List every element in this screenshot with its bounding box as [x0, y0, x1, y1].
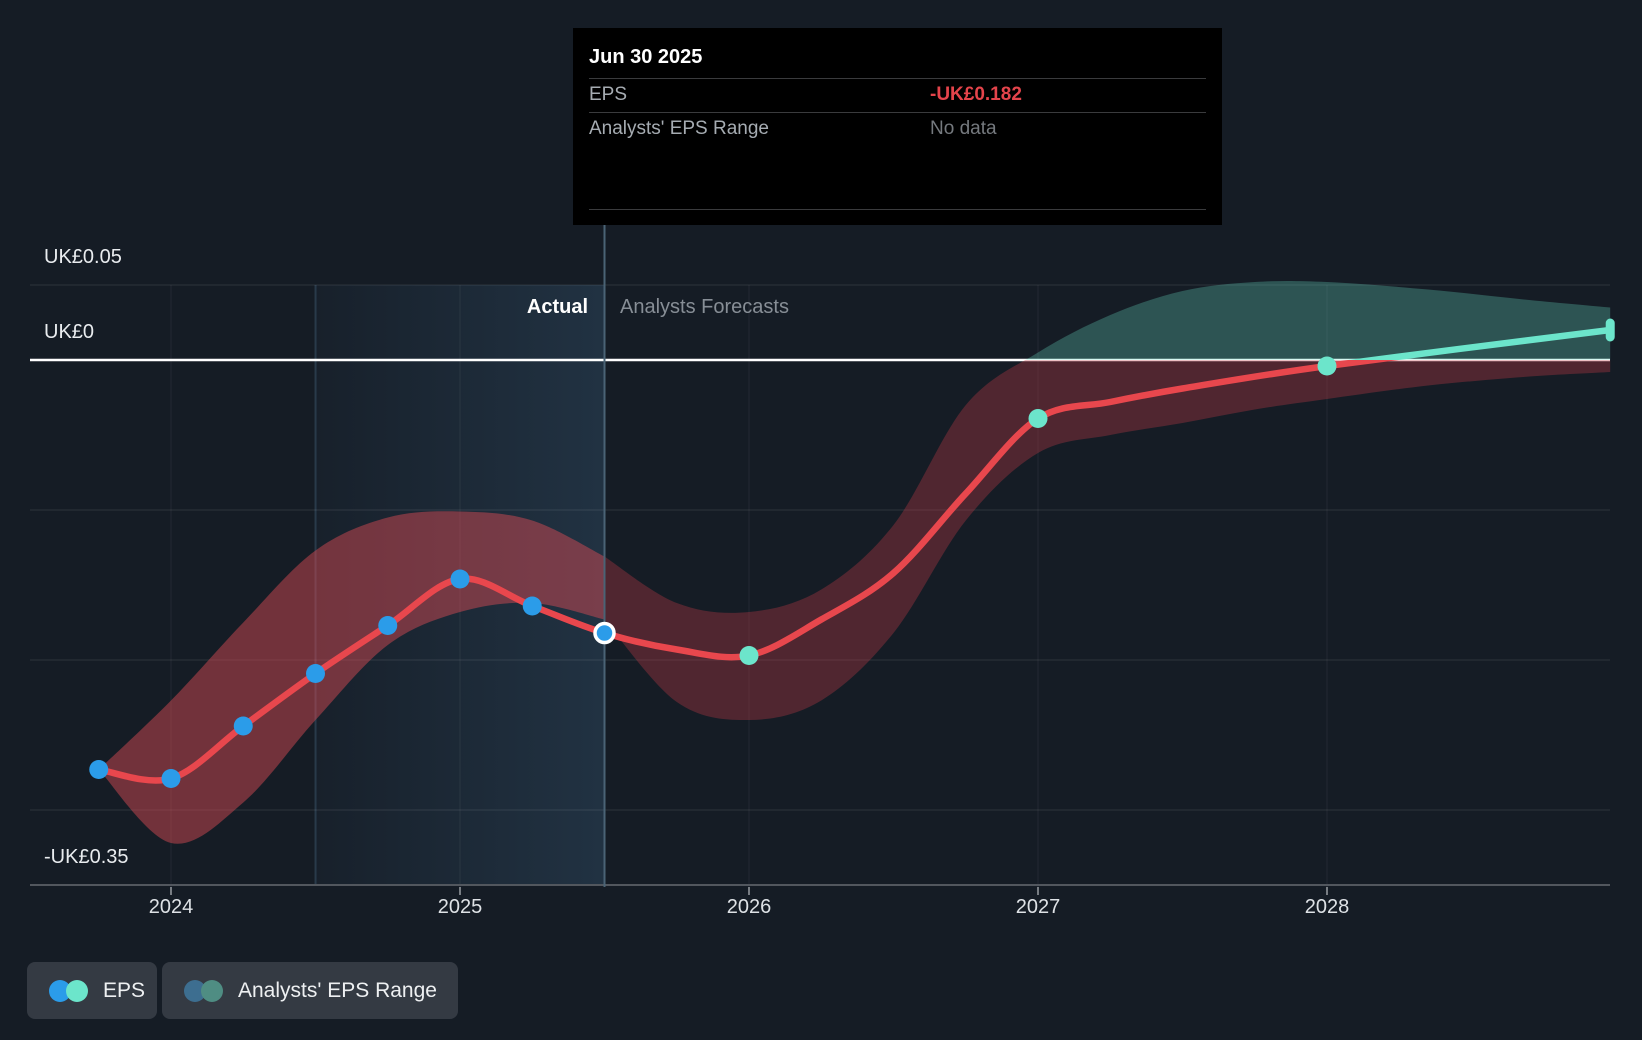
legend-label-analysts-eps-range: Analysts' EPS Range: [238, 978, 437, 1002]
eps-actual-point[interactable]: [89, 760, 109, 779]
chart-tooltip: Jun 30 2025 EPS -UK£0.182 Analysts' EPS …: [573, 28, 1222, 225]
y-axis-label: -UK£0.35: [44, 846, 129, 868]
tooltip-range-value: No data: [930, 118, 997, 139]
eps-forecast-point[interactable]: [1028, 409, 1048, 428]
eps-forecast-point[interactable]: [1317, 356, 1337, 376]
analysts-range-band-negative: [604, 360, 1611, 721]
forecast-region-label: Analysts Forecasts: [620, 296, 789, 318]
eps-forecast-point[interactable]: [739, 646, 759, 665]
eps-actual-point[interactable]: [450, 569, 470, 589]
legend-item-eps[interactable]: EPS: [27, 962, 157, 1019]
y-axis-label: UK£0.05: [44, 246, 122, 268]
actual-eps-band: [98, 511, 605, 844]
x-axis-label: 2026: [726, 896, 772, 918]
tooltip-separator: [589, 78, 1206, 79]
eps-forecast-end-marker[interactable]: [1605, 318, 1615, 342]
tooltip-eps-label: EPS: [589, 84, 628, 105]
tooltip-separator: [589, 112, 1206, 113]
x-axis-label: 2025: [437, 896, 483, 918]
tooltip-range-label: Analysts' EPS Range: [589, 118, 769, 139]
x-axis-label: 2028: [1304, 896, 1350, 918]
eps-actual-point[interactable]: [161, 769, 181, 788]
y-axis-label: UK£0: [44, 321, 95, 343]
eps-selected-point[interactable]: [593, 621, 616, 645]
eps-actual-point[interactable]: [306, 664, 325, 683]
eps-legend-icon: [49, 979, 89, 1002]
tooltip-date: Jun 30 2025: [589, 46, 703, 68]
x-axis-label: 2027: [1015, 896, 1061, 918]
tooltip-eps-value: -UK£0.182: [930, 84, 1022, 105]
analysts-range-band-positive: [1025, 280, 1611, 360]
eps-actual-point[interactable]: [233, 716, 253, 736]
x-axis-label: 2024: [148, 896, 194, 918]
analysts-range-legend-icon: [184, 979, 224, 1002]
eps-actual-point[interactable]: [378, 616, 398, 635]
tooltip-separator: [589, 209, 1206, 210]
legend-label-eps: EPS: [103, 978, 146, 1002]
actual-region-label: Actual: [526, 296, 588, 318]
eps-actual-point[interactable]: [522, 596, 542, 616]
legend-item-analysts-eps-range[interactable]: Analysts' EPS Range: [162, 962, 458, 1019]
